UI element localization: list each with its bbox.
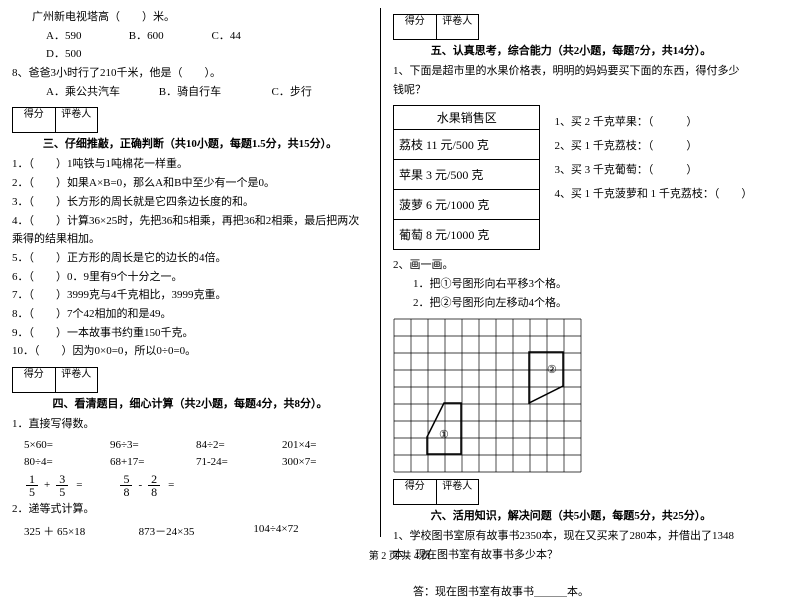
judge-item: 9．（ ）一本故事书约重150千克。 [12, 324, 368, 343]
buy-item: 1、买 2 千克苹果：（ ） [554, 113, 749, 129]
calc-item: 325 ＋ 65×18 [24, 523, 139, 539]
q8: 8、爸爸3小时行了210千米，他是（ ）。 [12, 64, 368, 83]
calc-label1: 1．直接写得数。 [12, 415, 368, 434]
section4-title: 四、看清题目，细心计算（共2小题，每题4分，共8分）。 [12, 395, 368, 411]
judge-item: 10．（ ）因为0×0=0，所以0÷0=0。 [12, 342, 368, 361]
buy-item: 4、买 1 千克菠萝和 1 千克荔枝：（ ） [554, 185, 749, 201]
fruit-row: 荔枝 11 元/500 克 [394, 130, 539, 160]
fruit-row: 菠萝 6 元/1000 克 [394, 190, 539, 220]
calc-item: 84÷2= [196, 439, 282, 451]
fruit-header: 水果销售区 [394, 106, 539, 130]
calc-item: 201×4= [282, 439, 368, 451]
calc-item: 80÷4= [24, 456, 110, 468]
q5-2-sub: 2．把②号图形向左移动4个格。 [393, 294, 749, 313]
opt: C．步行 [272, 83, 352, 102]
judge-list: 1．（ ）1吨铁与1吨棉花一样重。 2．（ ）如果A×B=0，那么A和B中至少有… [12, 155, 368, 361]
opt: D．500 [46, 45, 126, 64]
buy-list: 1、买 2 千克苹果：（ ） 2、买 1 千克荔枝：（ ） 3、买 3 千克葡萄… [554, 105, 749, 250]
opt: B．骑自行车 [159, 83, 269, 102]
judge-item: 2．（ ）如果A×B=0，那么A和B中至少有一个是0。 [12, 174, 368, 193]
frac-row: 15 + 35 = 58 - 28 = [24, 473, 368, 498]
grid-svg: ①② [393, 318, 582, 473]
calc-row: 325 ＋ 65×18 873－24×35 104÷4×72 [24, 523, 368, 539]
section5-title: 五、认真思考，综合能力（共2小题，每题7分，共14分）。 [393, 42, 749, 58]
equals: = [168, 479, 174, 491]
section3-title: 三、仔细推敲，正确判断（共10小题，每题1.5分，共15分）。 [12, 135, 368, 151]
judge-item: 8．（ ）7个42相加的和是49。 [12, 305, 368, 324]
grader-label: 评卷人 [437, 15, 479, 39]
judge-item: 6．（ ）0．9里有9个十分之一。 [12, 268, 368, 287]
score-label: 得分 [13, 368, 56, 392]
score-label: 得分 [13, 108, 56, 132]
answer-line: 答：现在图书室有故事书＿＿＿本。 [393, 583, 749, 602]
opt: B．600 [129, 27, 209, 46]
equals: = [76, 479, 82, 491]
q8-options: A．乘公共汽车 B．骑自行车 C．步行 [12, 83, 368, 102]
right-column: 得分 评卷人 五、认真思考，综合能力（共2小题，每题7分，共14分）。 1、下面… [381, 0, 761, 545]
q5-1: 1、下面是超市里的水果价格表，明明的妈妈要买下面的东西，得付多少钱呢？ [393, 62, 749, 99]
judge-item: 5．（ ）正方形的周长是它的边长的4倍。 [12, 249, 368, 268]
page: 广州新电视塔高（ ）米。 A．590 B．600 C．44 D．500 8、爸爸… [0, 0, 800, 545]
score-label: 得分 [394, 15, 437, 39]
calc-item: 104÷4×72 [253, 523, 368, 539]
judge-item: 7．（ ）3999克与4千克相比，3999克重。 [12, 286, 368, 305]
grader-label: 评卷人 [437, 480, 479, 504]
buy-item: 3、买 3 千克葡萄：（ ） [554, 161, 749, 177]
fruit-row: 葡萄 8 元/1000 克 [394, 220, 539, 249]
calc-row: 80÷4= 68+17= 71-24= 300×7= [24, 456, 368, 468]
calc-label2: 2．递等式计算。 [12, 500, 368, 519]
fruit-row: 苹果 3 元/500 克 [394, 160, 539, 190]
score-box: 得分 评卷人 [393, 14, 479, 40]
calc-item: 5×60= [24, 439, 110, 451]
q5-2: 2、画一画。 [393, 256, 749, 275]
left-column: 广州新电视塔高（ ）米。 A．590 B．600 C．44 D．500 8、爸爸… [0, 0, 380, 545]
svg-text:①: ① [439, 429, 449, 441]
opt: C．44 [212, 27, 292, 46]
fraction: 28 [148, 473, 160, 498]
judge-item: 1．（ ）1吨铁与1吨棉花一样重。 [12, 155, 368, 174]
fraction: 58 [120, 473, 132, 498]
score-box: 得分 评卷人 [12, 107, 98, 133]
tv-options: A．590 B．600 C．44 D．500 [12, 27, 368, 64]
opt: A．590 [46, 27, 126, 46]
grid-diagram: ①② [393, 318, 749, 473]
fraction: 15 [26, 473, 38, 498]
calc-item: 300×7= [282, 456, 368, 468]
op: - [138, 479, 142, 491]
svg-text:②: ② [547, 364, 557, 376]
section6-title: 六、活用知识，解决问题（共5小题，每题5分，共25分）。 [393, 507, 749, 523]
buy-item: 2、买 1 千克荔枝：（ ） [554, 137, 749, 153]
judge-item: 4．（ ）计算36×25时，先把36和5相乘，再把36和2相乘，最后把两次乘得的… [12, 212, 368, 249]
op: + [44, 479, 50, 491]
calc-item: 71-24= [196, 456, 282, 468]
calc-item: 68+17= [110, 456, 196, 468]
grader-label: 评卷人 [56, 368, 98, 392]
q5-2-sub: 1．把①号图形向右平移3个格。 [393, 275, 749, 294]
calc-row: 5×60= 96÷3= 84÷2= 201×4= [24, 439, 368, 451]
judge-item: 3．（ ）长方形的周长就是它四条边长度的和。 [12, 193, 368, 212]
opt: A．乘公共汽车 [46, 83, 156, 102]
score-label: 得分 [394, 480, 437, 504]
page-footer: 第 2 页 共 4 页 [0, 547, 800, 562]
grader-label: 评卷人 [56, 108, 98, 132]
tv-question: 广州新电视塔高（ ）米。 [12, 8, 368, 27]
score-box: 得分 评卷人 [393, 479, 479, 505]
fraction: 35 [56, 473, 68, 498]
fruit-wrap: 水果销售区 荔枝 11 元/500 克 苹果 3 元/500 克 菠萝 6 元/… [393, 105, 749, 250]
calc-item: 873－24×35 [139, 523, 254, 539]
fruit-table: 水果销售区 荔枝 11 元/500 克 苹果 3 元/500 克 菠萝 6 元/… [393, 105, 540, 250]
score-box: 得分 评卷人 [12, 367, 98, 393]
calc-item: 96÷3= [110, 439, 196, 451]
